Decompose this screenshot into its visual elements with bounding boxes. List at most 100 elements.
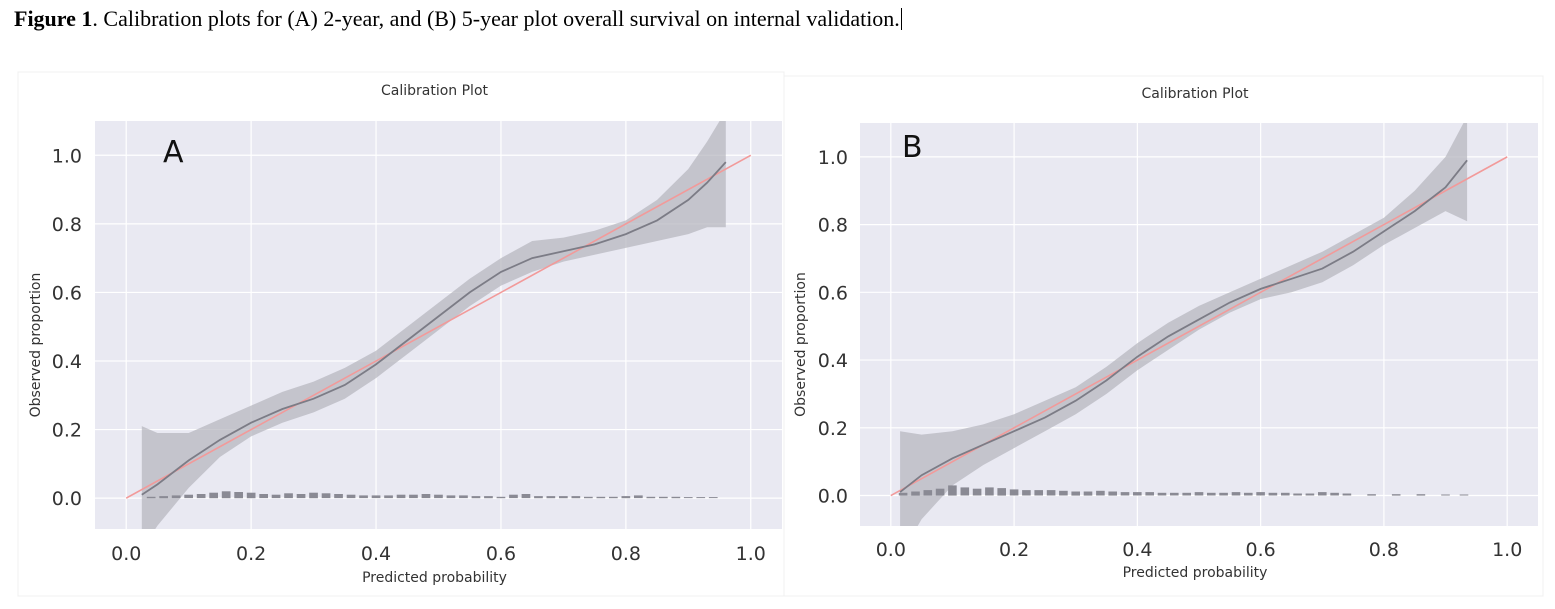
histogram-bar (484, 496, 493, 499)
histogram-bar (948, 485, 957, 496)
histogram-bar (196, 494, 206, 499)
histogram-bar (571, 496, 581, 499)
histogram-bar (1194, 492, 1204, 496)
x-tick-label: 0.2 (236, 543, 266, 565)
histogram-bar (1305, 493, 1315, 496)
x-tick-label: 0.4 (361, 543, 391, 565)
histogram-bar (534, 496, 543, 499)
chart-title: Calibration Plot (1141, 86, 1249, 102)
histogram-bar (446, 495, 456, 499)
x-tick-label: 0.8 (611, 543, 641, 565)
histogram-bar (696, 497, 706, 499)
histogram-bar (171, 495, 181, 499)
histogram-bar (1231, 492, 1241, 496)
caption-figure-label: Figure 1 (14, 6, 93, 31)
histogram-bar (1391, 494, 1401, 496)
histogram-bar (911, 491, 920, 496)
histogram-bar (960, 487, 970, 496)
histogram-bar (596, 496, 606, 499)
histogram-bar (1459, 494, 1469, 496)
histogram-bar (1268, 492, 1278, 496)
histogram-bar (1157, 492, 1167, 496)
histogram-bar (1342, 493, 1352, 496)
histogram-bar (359, 495, 368, 499)
y-tick-label: 0.2 (52, 420, 82, 442)
x-axis-label: Predicted probability (1123, 565, 1268, 581)
histogram-bar (421, 494, 431, 499)
histogram-bar (146, 496, 156, 499)
histogram-bar (234, 492, 243, 499)
histogram-bar (1145, 492, 1154, 496)
histogram-bar (1046, 490, 1056, 496)
histogram-bar (434, 494, 443, 499)
histogram-bar (1096, 490, 1105, 496)
histogram-bar (296, 494, 306, 499)
histogram-bar (284, 493, 293, 499)
histogram-bar (521, 494, 531, 499)
histogram-bar (1293, 493, 1302, 496)
histogram-bar (972, 488, 982, 496)
histogram-bar (1318, 492, 1327, 496)
plot-marks (890, 123, 1508, 526)
histogram-bar (546, 496, 556, 499)
histogram-bar (584, 496, 593, 499)
x-tick-label: 0.8 (1369, 539, 1399, 561)
confidence-band (900, 123, 1468, 526)
histogram-bar (1034, 490, 1043, 496)
histogram-bar (334, 494, 343, 499)
confidence-band (141, 121, 726, 529)
histogram-bar (1367, 494, 1376, 496)
calibration-curve (141, 161, 727, 496)
histogram-bar (1281, 492, 1290, 496)
histogram-bar (1330, 492, 1339, 496)
histogram-bar (259, 494, 268, 499)
histogram-bar (371, 495, 381, 499)
histogram-bar (1416, 494, 1426, 496)
x-tick-label: 0.0 (876, 539, 906, 561)
calibration-panel-b: 0.0 0.2 0.4 0.6 0.8 1.0 0.0 0.2 0.4 0.6 0.8 1.0 Cali… (783, 75, 1544, 597)
histogram-bar (659, 496, 668, 499)
y-tick-label: 1.0 (818, 147, 848, 169)
histogram-bar (321, 493, 331, 499)
histogram-bar (346, 494, 356, 499)
histogram-bar (1256, 492, 1265, 496)
histogram-bar (384, 495, 393, 499)
histogram-bar (923, 490, 933, 496)
y-axis-label: Observed proportion (28, 273, 44, 418)
histogram-bar (1120, 492, 1130, 496)
perfect-calibration-line (890, 156, 1508, 497)
y-tick-label: 0.8 (818, 215, 848, 237)
histogram-bar (1133, 492, 1142, 496)
histogram-bar (898, 492, 908, 496)
histogram-bar (1207, 492, 1216, 496)
x-tick-label: 0.6 (1246, 539, 1276, 561)
histogram-bar (396, 494, 406, 499)
histogram-bar (496, 496, 506, 499)
histogram-bar (471, 496, 481, 499)
perfect-calibration-line (125, 154, 752, 499)
panel-label: B (902, 130, 923, 165)
x-tick-label: 1.0 (1492, 539, 1522, 561)
histogram-bar (634, 495, 643, 499)
x-tick-label: 0.0 (111, 543, 141, 565)
x-tick-label: 0.6 (486, 543, 516, 565)
y-tick-label: 0.6 (818, 282, 848, 304)
y-tick-label: 0.8 (52, 214, 82, 236)
histogram-bar (1071, 491, 1080, 496)
histogram-bar (609, 496, 618, 499)
histogram-bar (1083, 491, 1093, 496)
histogram-bar (708, 497, 718, 499)
histogram-bar (997, 488, 1006, 496)
histogram-bar (683, 497, 693, 499)
histogram-bar (509, 494, 518, 499)
histogram-bar (559, 496, 568, 499)
y-tick-label: 0.4 (818, 350, 848, 372)
histogram-bar (209, 492, 218, 499)
y-tick-label: 0.0 (52, 488, 82, 510)
calibration-panel-a: 0.0 0.2 0.4 0.6 0.8 1.0 0.0 0.2 0.4 0.6 0.8 1.0 Cali… (17, 71, 785, 597)
histogram-bar (985, 487, 994, 496)
chart-title: Calibration Plot (381, 83, 489, 99)
x-tick-label: 0.2 (999, 539, 1029, 561)
text-cursor (900, 8, 902, 30)
